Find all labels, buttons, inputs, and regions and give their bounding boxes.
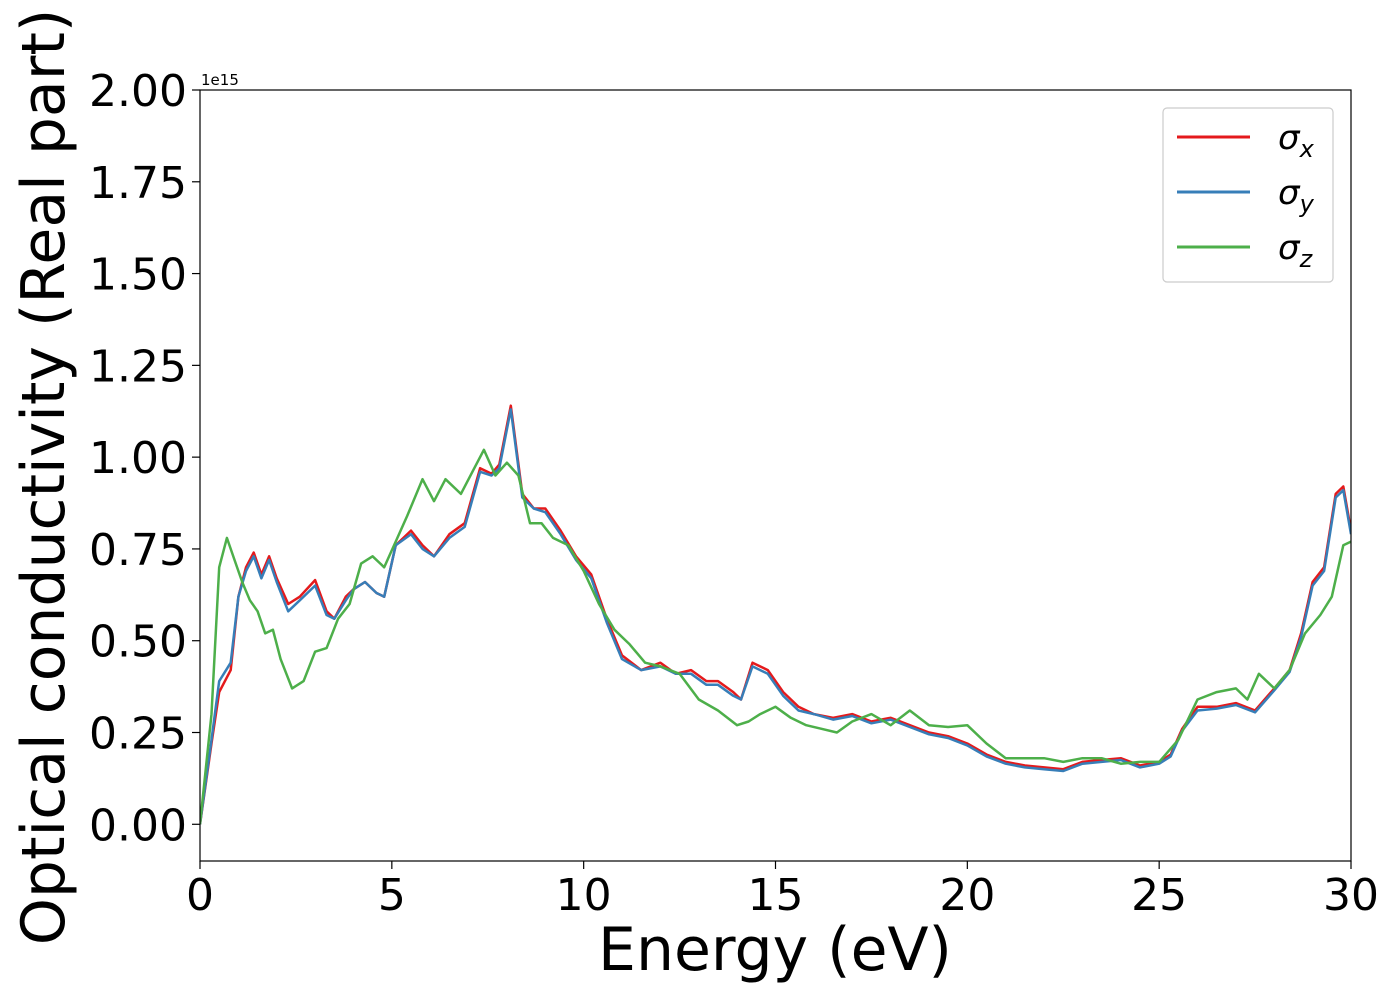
legend-label-z: σz: [1278, 228, 1314, 273]
legend-sigma: σ: [1278, 118, 1301, 158]
x-tick-label: 20: [939, 870, 995, 921]
x-axis-label: Energy (eV): [598, 915, 952, 985]
legend-frame: [1162, 107, 1334, 283]
y-axis-label: Optical conductivity (Real part): [9, 9, 79, 946]
legend-subscript: z: [1299, 245, 1314, 273]
x-axis: 0 5 10 15 20 25 30: [186, 861, 1379, 921]
series-layer: [200, 404, 1351, 825]
y-tick-label: 0.75: [89, 525, 187, 576]
y-tick-label: 0.00: [89, 800, 187, 851]
legend-subscript: x: [1299, 135, 1315, 163]
x-tick-label: 15: [748, 870, 804, 921]
y-tick-label: 0.25: [89, 709, 187, 760]
legend-sigma: σ: [1278, 228, 1301, 268]
y-tick-label: 1.25: [89, 341, 187, 392]
y-tick-label: 0.50: [89, 617, 187, 668]
x-tick-label: 10: [556, 870, 612, 921]
series-line-x: [200, 404, 1351, 825]
x-tick-label: 25: [1131, 870, 1187, 921]
x-tick-label: 0: [186, 870, 214, 921]
legend-subscript: y: [1299, 190, 1315, 218]
legend-sigma: σ: [1278, 173, 1301, 213]
y-axis: 0.00 0.25 0.50 0.75 1.00 1.25 1.50 1.75 2.00: [89, 66, 200, 851]
legend-label-y: σy: [1278, 173, 1315, 218]
y-tick-label: 2.00: [89, 66, 187, 117]
x-tick-label: 5: [378, 870, 406, 921]
y-offset-label: 1e15: [201, 71, 239, 89]
legend-label-x: σx: [1278, 118, 1315, 163]
x-tick-label: 30: [1323, 870, 1379, 921]
y-tick-label: 1.00: [89, 433, 187, 484]
series-line-y: [200, 408, 1351, 825]
y-tick-label: 1.50: [89, 250, 187, 301]
series-line-z: [200, 448, 1351, 825]
y-tick-label: 1.75: [89, 158, 187, 209]
